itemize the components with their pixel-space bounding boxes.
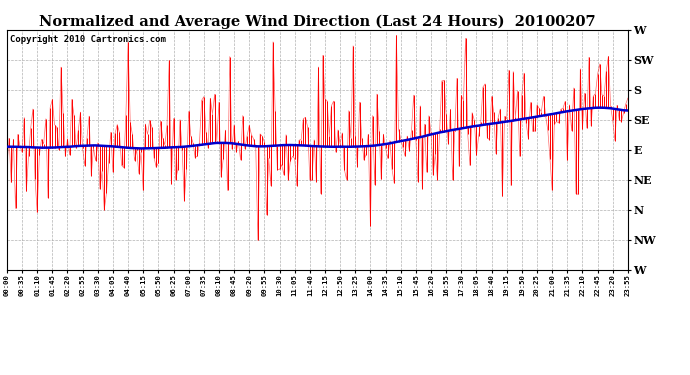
Title: Normalized and Average Wind Direction (Last 24 Hours)  20100207: Normalized and Average Wind Direction (L… [39, 15, 595, 29]
Text: Copyright 2010 Cartronics.com: Copyright 2010 Cartronics.com [10, 35, 166, 44]
